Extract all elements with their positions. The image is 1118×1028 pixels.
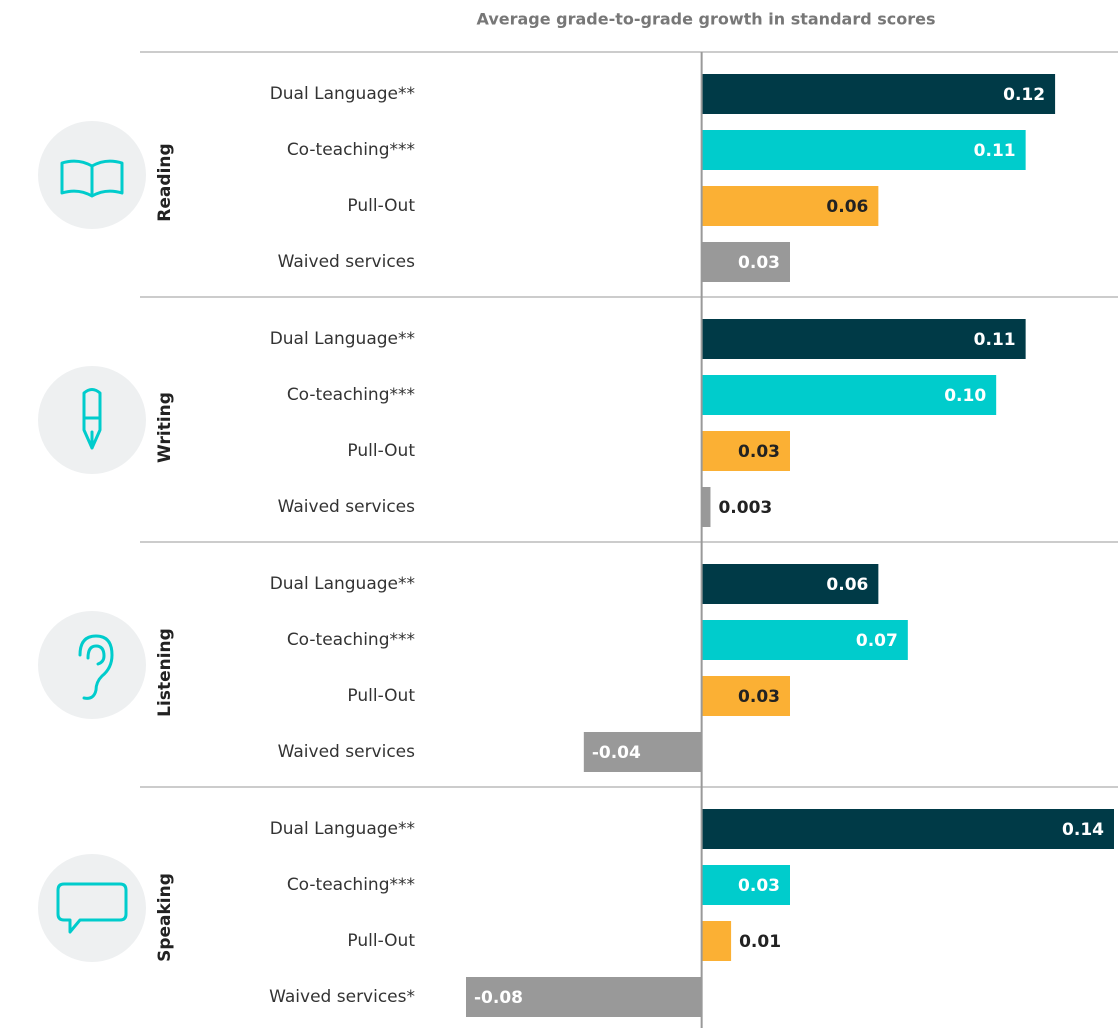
bar [701, 865, 790, 905]
icons [38, 121, 146, 962]
icon-circle [38, 854, 146, 962]
group-label: Reading [155, 143, 175, 221]
value-label: 0.003 [718, 498, 772, 518]
pen-icon [82, 388, 102, 450]
category-label: Waived services [278, 742, 415, 762]
category-label: Pull-Out [347, 686, 415, 706]
value-label: 0.03 [738, 442, 780, 462]
group-label: Writing [155, 392, 175, 463]
value-label: -0.04 [592, 743, 641, 763]
bar [701, 242, 790, 282]
bar [701, 130, 1026, 170]
bar [701, 620, 908, 660]
value-label: 0.12 [1003, 85, 1045, 105]
bar [701, 431, 790, 471]
chart-title: Average grade-to-grade growth in standar… [477, 10, 936, 29]
bar [701, 676, 790, 716]
value-label: 0.07 [856, 631, 898, 651]
group-label: Listening [155, 628, 175, 717]
bar [466, 977, 702, 1017]
value-label: 0.03 [738, 253, 780, 273]
value-label: 0.10 [944, 386, 986, 406]
ear-icon [78, 634, 114, 700]
category-label: Pull-Out [347, 931, 415, 951]
category-label: Waived services [278, 497, 415, 517]
group-label: Speaking [155, 873, 175, 962]
category-label: Co-teaching*** [287, 875, 415, 895]
bar [701, 564, 879, 604]
category-label: Dual Language** [270, 84, 415, 104]
value-label: 0.03 [738, 687, 780, 707]
bar [701, 319, 1026, 359]
value-label: 0.06 [826, 197, 868, 217]
category-label: Waived services* [269, 987, 415, 1007]
bar [701, 186, 879, 226]
value-label: 0.11 [974, 141, 1016, 161]
value-label: 0.11 [974, 330, 1016, 350]
category-label: Waived services [278, 252, 415, 272]
bar [701, 487, 711, 527]
book-icon [60, 159, 124, 198]
value-label: 0.01 [739, 932, 781, 952]
bar [701, 375, 997, 415]
category-label: Pull-Out [347, 441, 415, 461]
bar [583, 732, 702, 772]
icon-circle [38, 611, 146, 719]
bar [701, 921, 732, 961]
value-label: 0.14 [1062, 820, 1104, 840]
category-label: Co-teaching*** [287, 140, 415, 160]
value-label: 0.03 [738, 876, 780, 896]
category-label: Dual Language** [270, 574, 415, 594]
category-label: Pull-Out [347, 196, 415, 216]
category-label: Co-teaching*** [287, 385, 415, 405]
category-label: Dual Language** [270, 819, 415, 839]
icon-circle [38, 366, 146, 474]
bar [701, 74, 1056, 114]
category-label: Co-teaching*** [287, 630, 415, 650]
speech-icon [56, 882, 128, 934]
value-label: -0.08 [474, 988, 523, 1008]
value-label: 0.06 [826, 575, 868, 595]
bar [701, 809, 1114, 849]
category-label: Dual Language** [270, 329, 415, 349]
